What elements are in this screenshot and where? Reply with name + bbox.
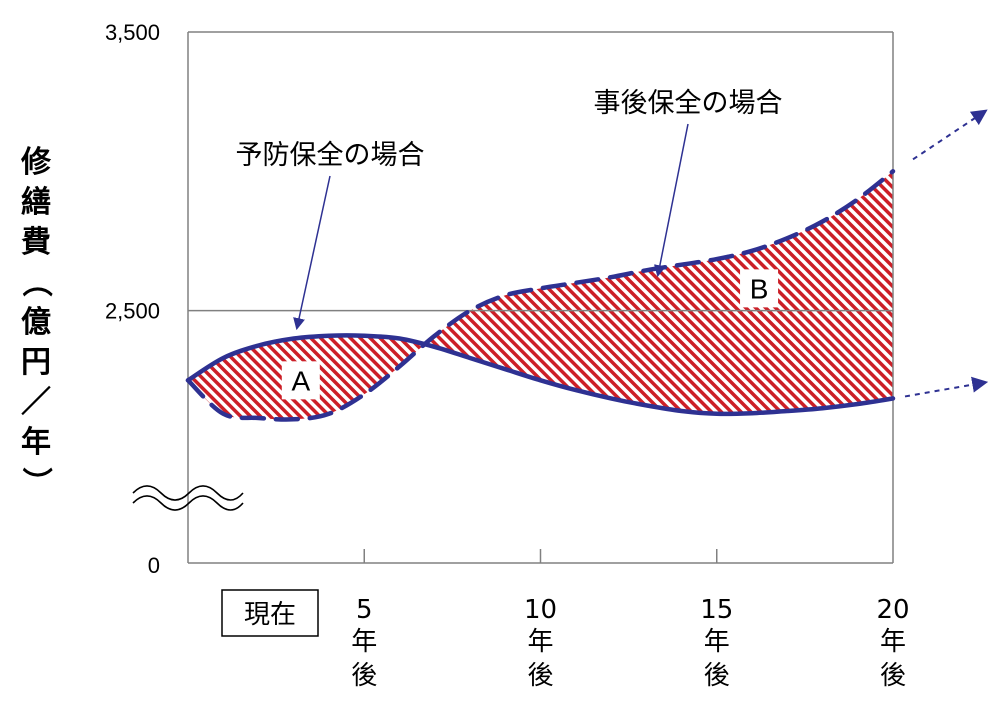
series-annotation: 事後保全の場合 — [594, 88, 783, 119]
y-axis-label-char: ／ — [21, 385, 51, 420]
x-category-label: 15 — [700, 595, 733, 625]
series-line-corrective — [185, 169, 896, 422]
x-category-label: 10 — [524, 595, 557, 625]
difference-area — [188, 171, 893, 420]
region-label: B — [750, 273, 769, 304]
arrow-continue-preventive — [904, 376, 989, 398]
arrow-continue-corrective — [912, 109, 988, 161]
current-label-box — [221, 589, 319, 637]
axis-break-wave-1 — [132, 485, 244, 501]
series-lines — [185, 109, 989, 422]
annotation-arrow — [653, 123, 689, 278]
x-category-label: 20 — [876, 595, 909, 625]
region-label: A — [291, 365, 310, 396]
y-axis-label-char: 繕 — [21, 185, 51, 220]
axes — [132, 31, 894, 564]
x-category-suffix: 年 — [527, 627, 553, 657]
x-category-suffix: 年 — [880, 627, 906, 657]
region-labels: AB — [281, 269, 779, 400]
x-category-label: 現在 — [244, 600, 296, 630]
annotations: 予防保全の場合 事後保全の場合 — [236, 88, 783, 331]
axis-break-wave-2 — [132, 495, 244, 511]
y-axis-label-char: 年 — [21, 425, 51, 460]
y-axis-label: 修繕費 （ 億円 ／ 年 ） — [18, 145, 53, 497]
series-line-preventive — [185, 333, 896, 417]
y-axis-label-char: 億 — [21, 305, 51, 340]
y-axis-label-char: 円 — [21, 345, 51, 380]
y-axis-label-char: 費 — [21, 225, 51, 260]
y-axis-label-char: ） — [18, 467, 53, 497]
x-category-suffix: 年 — [351, 627, 377, 657]
tick-labels: 0 2,500 3,500 — [105, 20, 160, 578]
difference-regions — [188, 171, 893, 420]
x-category-suffix: 後 — [704, 661, 730, 691]
x-category-suffix: 後 — [880, 661, 906, 691]
y-tick-label: 3,500 — [105, 20, 160, 45]
x-category-suffix: 後 — [351, 661, 377, 691]
y-axis-label-char: （ — [18, 267, 53, 297]
x-category-label: 5 — [356, 595, 373, 625]
region-label-bg — [740, 269, 779, 308]
y-tick-label: 0 — [148, 553, 160, 578]
region-label-bg — [281, 361, 320, 400]
x-category-suffix: 後 — [527, 661, 553, 691]
y-axis-label-char: 修 — [20, 145, 52, 180]
y-tick-label: 2,500 — [105, 299, 160, 324]
series-annotation: 予防保全の場合 — [236, 140, 425, 171]
x-category-suffix: 年 — [704, 627, 730, 657]
annotation-arrow — [293, 175, 331, 331]
